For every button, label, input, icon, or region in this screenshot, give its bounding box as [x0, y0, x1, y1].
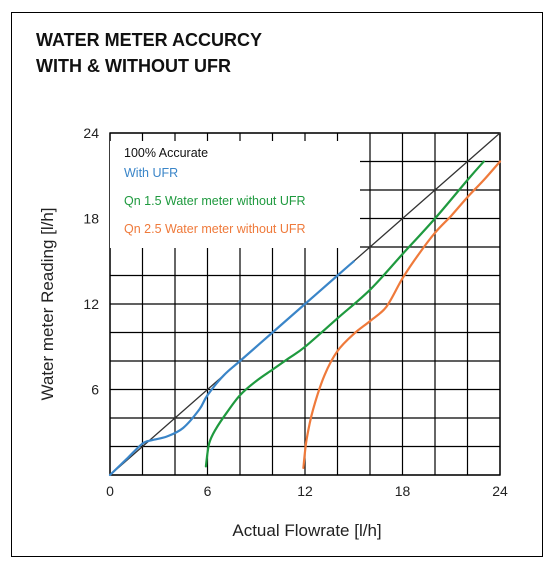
qn15-line — [204, 160, 485, 468]
chart-title-line-2: WITH & WITHOUT UFR — [36, 56, 231, 76]
tick-labels: 0 6 12 18 24 6 12 18 24 — [83, 125, 508, 499]
chart-title-line-1: WATER METER ACCURCY — [36, 30, 262, 50]
legend-entry-qn25: Qn 2.5 Water meter without UFR — [124, 222, 306, 236]
x-tick-label: 6 — [204, 483, 212, 499]
with-ufr-line — [108, 260, 355, 477]
y-tick-label: 24 — [83, 125, 99, 141]
legend-entry-100-accurate: 100% Accurate — [124, 146, 208, 160]
chart-title: WATER METER ACCURCY WITH & WITHOUT UFR — [36, 27, 262, 79]
y-tick-label: 18 — [83, 211, 99, 227]
legend-box — [110, 141, 360, 248]
x-axis-label: Actual Flowrate [l/h] — [232, 521, 381, 540]
qn25-line — [302, 160, 502, 469]
legend-entry-qn15: Qn 1.5 Water meter without UFR — [124, 194, 306, 208]
y-tick-label: 12 — [83, 296, 99, 312]
x-tick-label: 12 — [297, 483, 313, 499]
legend: 100% Accurate With UFR Qn 1.5 Water meter … — [124, 146, 306, 236]
plot-border — [109, 132, 501, 476]
x-tick-label: 18 — [395, 483, 411, 499]
x-tick-label: 0 — [106, 483, 114, 499]
legend-entry-with-ufr: With UFR — [124, 166, 178, 180]
y-axis-label: Water meter Reading [l/h] — [38, 207, 57, 400]
series-lines — [108, 132, 502, 477]
y-tick-label: 6 — [91, 382, 99, 398]
x-tick-label: 24 — [492, 483, 508, 499]
